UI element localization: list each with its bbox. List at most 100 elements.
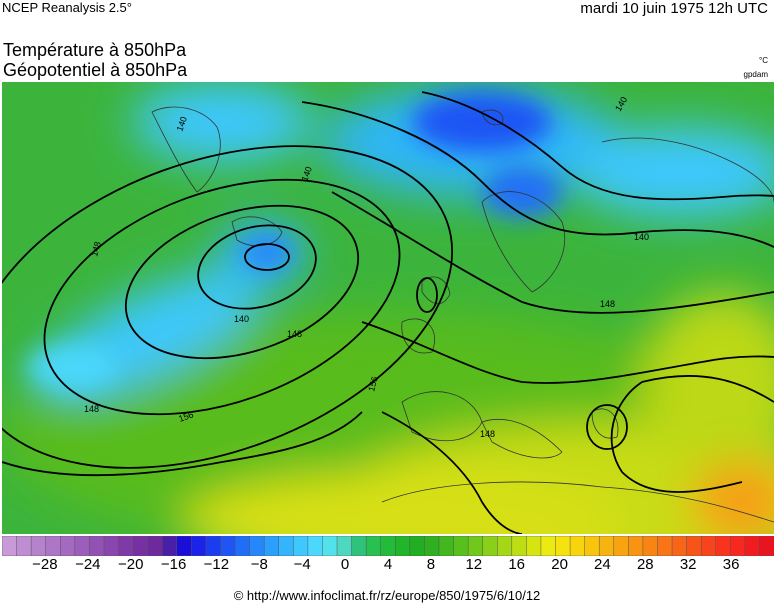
colorbar-swatch — [365, 536, 382, 556]
colorbar-swatch — [497, 536, 513, 556]
temperature-colorbar — [2, 536, 774, 556]
isohypse-label: 148 — [480, 429, 495, 439]
colorbar-swatch — [60, 536, 76, 556]
colorbar-swatch — [351, 536, 367, 556]
isohypse-label: 148 — [89, 240, 103, 257]
geopotential-isohypses — [2, 91, 774, 534]
colorbar-tick-label: −24 — [75, 556, 101, 573]
isohypse-low-core — [244, 243, 290, 271]
colorbar-swatch — [409, 536, 426, 556]
colorbar-swatch — [657, 536, 673, 556]
isohypse-south-west — [2, 411, 363, 477]
isohypse-label: 148 — [84, 404, 99, 414]
date-label: mardi 10 juin 1975 12h UTC — [580, 0, 768, 17]
isohypse-low-4 — [2, 145, 454, 469]
colorbar-swatch — [45, 536, 62, 556]
colorbar-swatch — [278, 536, 295, 556]
isohypse-east-1 — [610, 375, 774, 493]
colorbar-tick-labels: −28 −24 −20 −16 −12 −8 −4 0 4 8 12 16 20 24 28 32 36 — [2, 556, 774, 578]
colorbar-swatch — [89, 536, 105, 556]
colorbar-swatch — [176, 536, 193, 556]
colorbar-swatch — [74, 536, 91, 556]
title-temperature: Température à 850hPa — [3, 40, 187, 60]
isohypse-label: 156 — [177, 409, 195, 424]
colorbar-swatch — [467, 536, 484, 556]
colorbar-swatch — [395, 536, 411, 556]
colorbar-tick-label: 28 — [636, 556, 654, 573]
colorbar-swatch — [336, 536, 353, 556]
copyright-footer: © http://www.infoclimat.fr/rz/europe/850… — [233, 588, 541, 603]
isohypse-mid-2 — [361, 321, 774, 384]
weather-map: 140 140 140 140 140 148 148 148 148 148 … — [2, 82, 774, 534]
colorbar-swatch — [103, 536, 120, 556]
colorbar-swatch — [584, 536, 600, 556]
colorbar-tick-label: 8 — [426, 556, 436, 573]
colorbar-swatch — [307, 536, 324, 556]
colorbar-swatch — [322, 536, 338, 556]
colorbar-tick-label: −12 — [203, 556, 230, 573]
source-label: NCEP Reanalysis 2.5° — [2, 0, 132, 15]
isohypse-south-1 — [381, 411, 523, 534]
coastlines — [151, 106, 774, 523]
colorbar-tick-label: 12 — [465, 556, 483, 573]
colorbar-tick-label: 36 — [722, 556, 740, 573]
colorbar-tick-label: 16 — [508, 556, 526, 573]
colorbar-swatch — [555, 536, 571, 556]
colorbar-tick-label: 24 — [594, 556, 611, 573]
colorbar-tick-label: −20 — [117, 556, 144, 573]
colorbar-swatch — [759, 536, 774, 556]
unit-geopotential: gpdam — [743, 70, 768, 79]
colorbar-tick-label: 20 — [551, 556, 568, 573]
colorbar-swatch — [526, 536, 542, 556]
isohypse-islet-low — [416, 277, 438, 313]
colorbar-swatch — [118, 536, 134, 556]
colorbar-swatch — [482, 536, 498, 556]
isohypse-label: 140 — [174, 115, 189, 133]
colorbar-swatch — [671, 536, 688, 556]
colorbar-swatch — [424, 536, 440, 556]
colorbar-swatch — [205, 536, 222, 556]
colorbar-swatch — [744, 536, 761, 556]
colorbar-tick-label: 4 — [383, 556, 393, 573]
colorbar-swatch — [161, 536, 178, 556]
colorbar-tick-label: 32 — [679, 556, 697, 573]
colorbar-swatch — [453, 536, 469, 556]
colorbar-swatch — [2, 536, 18, 556]
colorbar-swatch — [613, 536, 630, 556]
isohypse-greece-low — [586, 404, 628, 450]
colorbar-swatch — [263, 536, 280, 556]
unit-temperature: °C — [759, 56, 768, 65]
isohypse-label: 148 — [287, 329, 302, 339]
isohypse-label: 140 — [299, 165, 314, 183]
isohypse-labels: 140 140 140 140 140 148 148 148 148 148 … — [84, 95, 649, 439]
colorbar-swatch — [132, 536, 149, 556]
colorbar-tick-label: −8 — [250, 556, 268, 573]
colorbar-swatch — [191, 536, 207, 556]
colorbar-tick-label: 0 — [340, 556, 350, 573]
isohypse-low-3 — [43, 178, 401, 416]
colorbar-swatch — [249, 536, 265, 556]
isohypse-label: 140 — [234, 314, 249, 324]
colorbar-swatch — [700, 536, 717, 556]
colorbar-swatch — [147, 536, 163, 556]
isohypse-low-2 — [124, 204, 360, 360]
colorbar-swatch — [380, 536, 397, 556]
isohypse-north-2 — [421, 91, 774, 201]
colorbar-swatch — [511, 536, 528, 556]
colorbar-swatch — [293, 536, 309, 556]
colorbar-swatch — [686, 536, 702, 556]
colorbar-swatch — [569, 536, 586, 556]
colorbar-tick-label: −4 — [293, 556, 311, 573]
isohypse-low-1 — [197, 224, 317, 310]
isohypse-label: 156 — [366, 375, 380, 392]
colorbar-swatch — [715, 536, 732, 556]
colorbar-tick-label: −28 — [32, 556, 58, 573]
colorbar-swatch — [438, 536, 455, 556]
colorbar-swatch — [540, 536, 557, 556]
colorbar-swatch — [598, 536, 615, 556]
colorbar-tick-label: −16 — [160, 556, 187, 573]
isohypse-north-1 — [301, 101, 774, 248]
colorbar-swatch — [234, 536, 251, 556]
colorbar-swatch — [628, 536, 644, 556]
isohypse-label: 148 — [600, 299, 615, 309]
